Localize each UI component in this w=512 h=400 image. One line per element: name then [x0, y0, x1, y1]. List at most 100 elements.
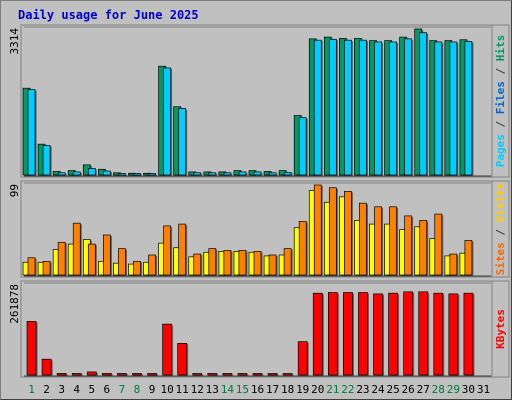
panel-legend-box-hits-files-pages: [491, 24, 510, 178]
bar-kbytes-day-4: [71, 373, 82, 376]
bar-sites-day-18: [283, 248, 292, 276]
y-max-label-visits-sites: 99: [8, 184, 21, 197]
legend-entry: /: [494, 222, 507, 242]
legend-label-hits-files-pages: Pages / Files / Hits: [494, 35, 507, 168]
bar-kbytes-day-23: [358, 292, 368, 376]
x-tick-label: 12: [191, 383, 204, 396]
bar-kbytes-day-28: [433, 292, 444, 376]
x-tick-label: 29: [447, 383, 460, 396]
panel-legend-box-visits-sites: [491, 180, 510, 278]
legend-label-visits-sites: Sites / Visits: [494, 183, 507, 276]
x-tick-label: 14: [221, 383, 235, 396]
bar-kbytes-day-19: [297, 341, 308, 376]
legend-entry: /: [494, 61, 507, 81]
bar-pages-day-26: [404, 38, 412, 176]
bar-kbytes-day-13: [207, 373, 218, 376]
bar-pages-day-21: [328, 38, 337, 176]
x-tick-label: 30: [462, 383, 475, 396]
bar-sites-day-5: [87, 243, 96, 276]
bar-sites-day-19: [298, 221, 307, 276]
chart-title: Daily usage for June 2025: [18, 8, 199, 22]
bar-kbytes-day-15: [237, 373, 248, 376]
bar-kbytes-day-9: [147, 373, 157, 376]
bar-sites-day-9: [148, 254, 156, 276]
bar-kbytes-day-1: [26, 321, 37, 376]
bar-kbytes-day-30: [463, 292, 474, 376]
bar-pages-day-16: [253, 171, 262, 176]
x-tick-label: 26: [402, 383, 415, 396]
bar-kbytes-day-29: [448, 293, 459, 376]
bar-kbytes-day-21: [327, 292, 338, 376]
x-tick-label: 24: [371, 383, 385, 396]
bar-kbytes-day-12: [192, 373, 203, 376]
bar-sites-day-2: [42, 261, 51, 276]
bar-kbytes-day-3: [56, 373, 67, 376]
x-tick-label: 6: [104, 383, 111, 396]
bar-sites-day-29: [449, 253, 458, 276]
bar-kbytes-day-17: [267, 373, 278, 376]
bar-pages-day-28: [434, 41, 443, 176]
bar-sites-day-22: [344, 191, 352, 276]
bar-sites-day-15: [238, 250, 247, 276]
bar-kbytes-day-26: [403, 291, 413, 376]
bar-pages-day-8: [133, 173, 141, 176]
bar-pages-day-2: [42, 145, 51, 176]
bar-sites-day-10: [163, 225, 171, 276]
bar-sites-day-11: [178, 223, 187, 276]
y-max-label-kbytes: 261878: [8, 284, 21, 324]
x-tick-label: 11: [176, 383, 189, 396]
bar-sites-day-23: [359, 202, 367, 276]
bar-pages-day-18: [283, 172, 292, 176]
bar-sites-day-17: [268, 254, 277, 276]
bar-kbytes-day-6: [102, 373, 112, 376]
bar-sites-day-21: [328, 187, 337, 276]
x-tick-label: 25: [386, 383, 399, 396]
bar-kbytes-day-8: [132, 373, 142, 376]
bar-sites-day-1: [27, 257, 36, 276]
x-tick-label: 8: [134, 383, 141, 396]
bar-pages-day-25: [389, 41, 397, 176]
x-tick-label: 31: [477, 383, 490, 396]
bar-kbytes-day-14: [222, 373, 233, 376]
bar-pages-day-4: [72, 171, 81, 176]
x-tick-label: 5: [88, 383, 95, 396]
legend-entry: Files: [494, 81, 507, 114]
bar-pages-day-29: [449, 41, 458, 176]
legend-entry: /: [494, 114, 507, 134]
bar-sites-day-7: [118, 248, 126, 276]
x-tick-label: 16: [251, 383, 264, 396]
x-tick-label: 28: [432, 383, 445, 396]
bar-pages-day-19: [298, 117, 307, 176]
legend-entry: Hits: [494, 35, 507, 62]
x-tick-label: 19: [296, 383, 309, 396]
x-tick-label: 7: [119, 383, 126, 396]
bar-kbytes-day-5: [86, 371, 97, 376]
bar-sites-day-12: [193, 253, 202, 276]
x-tick-label: 1: [28, 383, 35, 396]
bar-sites-day-4: [72, 222, 81, 276]
bar-pages-day-13: [208, 172, 217, 176]
bar-pages-day-23: [359, 39, 367, 176]
x-tick-label: 18: [281, 383, 294, 396]
bar-kbytes-day-16: [252, 373, 263, 376]
bar-kbytes-day-24: [373, 293, 383, 376]
bar-kbytes-day-25: [388, 292, 398, 376]
x-tick-label: 2: [43, 383, 50, 396]
bar-sites-day-8: [133, 261, 141, 276]
bar-kbytes-day-20: [312, 292, 323, 376]
x-tick-label: 15: [236, 383, 249, 396]
panel-legend-box-kbytes: [491, 280, 510, 378]
bar-sites-day-6: [103, 234, 111, 276]
legend-entry: Sites: [494, 242, 507, 275]
bar-sites-day-14: [223, 250, 232, 276]
x-tick-label: 9: [149, 383, 156, 396]
bar-kbytes-day-18: [282, 373, 293, 376]
bar-kbytes-day-11: [177, 343, 188, 376]
bar-pages-day-20: [313, 39, 322, 176]
bar-pages-day-30: [464, 41, 473, 176]
bar-kbytes-day-2: [41, 358, 52, 376]
bar-sites-day-26: [404, 215, 412, 276]
legend-entry: Visits: [494, 183, 507, 223]
x-tick-label: 13: [206, 383, 219, 396]
x-tick-label: 3: [58, 383, 65, 396]
